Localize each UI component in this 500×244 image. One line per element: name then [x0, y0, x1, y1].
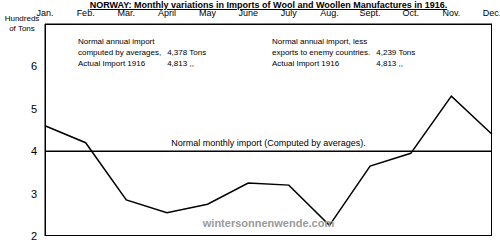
svg-text:Sept.: Sept. [359, 8, 381, 18]
html-text:4,239 Tons: 4,239 Tons [376, 48, 416, 57]
html-text:NORWAY: Monthly variations in: NORWAY: Monthly variations in Imports of… [89, 0, 448, 10]
svg-text:Nov.: Nov. [442, 8, 461, 18]
html-text:Hundreds of Tons: Hundreds of Tons [4, 14, 40, 33]
svg-text:5: 5 [31, 103, 37, 115]
html-text:4,813 ,,: 4,813 ,, [167, 59, 194, 68]
svg-text:Mar.: Mar. [117, 8, 135, 18]
svg-text:June: June [238, 8, 258, 18]
svg-text:Aug.: Aug. [320, 8, 339, 18]
html-text:Actual Import 1916: Actual Import 1916 [272, 59, 340, 68]
html-text:4,813 ,,: 4,813 ,, [376, 59, 403, 68]
svg-text:3: 3 [31, 188, 37, 200]
svg-text:2: 2 [31, 230, 37, 242]
svg-text:Feb.: Feb. [76, 8, 95, 18]
html-text:Normal annual import: Normal annual import [78, 37, 155, 46]
svg-text:Dec.: Dec. [483, 8, 492, 18]
html-text:4,378 Tons: 4,378 Tons [167, 48, 207, 57]
svg-text:April: April [157, 8, 176, 18]
svg-text:4: 4 [31, 145, 37, 157]
svg-text:Jan.: Jan. [36, 8, 54, 18]
html-text:Actual Import 1916: Actual Import 1916 [78, 59, 146, 68]
svg-text:Normal monthly import (Compute: Normal monthly import (Computed by avera… [171, 138, 366, 148]
svg-text:May: May [199, 8, 217, 18]
svg-text:Oct.: Oct. [402, 8, 419, 18]
html-text:Normal annual import, less: Normal annual import, less [272, 37, 368, 46]
html-text:computed by averages,: computed by averages, [78, 48, 162, 57]
svg-text:6: 6 [31, 60, 37, 72]
svg-text:July: July [280, 8, 297, 18]
html-text:exports to enemy countries.: exports to enemy countries. [272, 48, 371, 57]
html-text:wintersonnenwende.com: wintersonnenwende.com [202, 217, 335, 229]
